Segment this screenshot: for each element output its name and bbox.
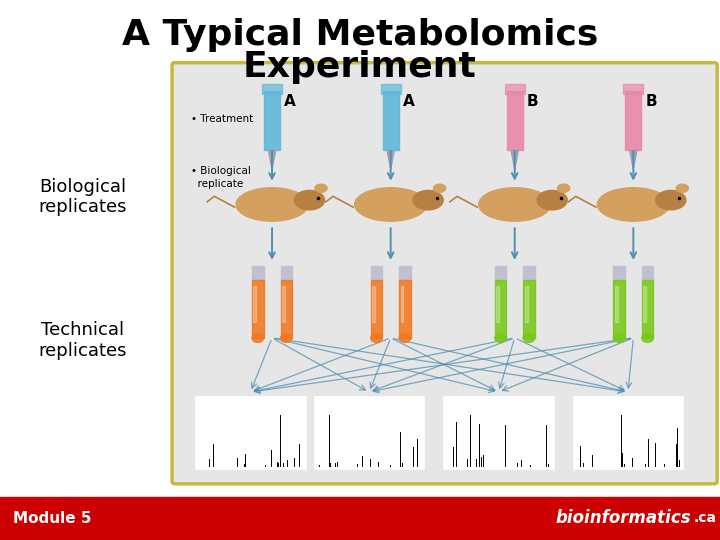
Bar [642,266,653,280]
Bar [399,280,410,338]
Bar [523,266,535,280]
Ellipse shape [557,184,570,192]
Text: A: A [284,94,296,109]
Text: Experiment: Experiment [243,51,477,84]
Bar [496,286,499,322]
Bar [642,280,653,338]
Bar [264,91,280,151]
Polygon shape [387,151,395,170]
Ellipse shape [642,334,653,342]
Ellipse shape [598,188,670,221]
Text: • Treatment: • Treatment [191,114,253,124]
Polygon shape [511,151,518,170]
Bar [400,286,403,322]
Ellipse shape [413,191,444,210]
Bar [252,280,264,338]
Text: bioinformatics: bioinformatics [556,509,691,528]
Bar [495,280,506,338]
Bar [282,286,285,322]
Ellipse shape [294,191,325,210]
Bar [507,91,523,151]
Ellipse shape [252,334,264,342]
Bar [624,84,644,94]
Ellipse shape [495,334,506,342]
Bar [281,280,292,338]
Ellipse shape [281,334,292,342]
Bar [643,286,646,322]
FancyBboxPatch shape [172,63,717,484]
Bar [444,396,554,469]
Bar [262,84,282,94]
Bar [281,266,292,280]
Bar [314,396,424,469]
Ellipse shape [676,184,688,192]
Bar [505,84,525,94]
Bar [371,280,382,338]
Polygon shape [269,151,276,170]
Ellipse shape [479,188,551,221]
Ellipse shape [236,188,308,221]
Text: .ca: .ca [693,511,716,525]
Text: Biological
replicates: Biological replicates [39,178,127,217]
Ellipse shape [355,188,427,221]
Bar [383,91,399,151]
Bar [495,266,506,280]
Ellipse shape [371,334,382,342]
Bar [613,280,625,338]
Bar [572,396,683,469]
Ellipse shape [613,334,625,342]
Bar [613,266,625,280]
Bar [371,266,382,280]
Ellipse shape [656,191,686,210]
Bar [525,286,528,322]
Bar [0,497,720,540]
Bar [252,266,264,280]
Bar [195,396,306,469]
Text: A: A [402,94,415,109]
Ellipse shape [523,334,535,342]
Text: A Typical Metabolomics: A Typical Metabolomics [122,18,598,52]
Polygon shape [630,151,637,170]
Bar [399,266,410,280]
Ellipse shape [399,334,410,342]
Bar [381,84,401,94]
Text: B: B [646,94,657,109]
Bar [372,286,375,322]
Bar [626,91,642,151]
Bar [253,286,256,322]
Text: Technical
replicates: Technical replicates [39,321,127,360]
Ellipse shape [537,191,567,210]
Text: • Biological
  replicate: • Biological replicate [191,166,251,189]
Ellipse shape [315,184,327,192]
Text: Module 5: Module 5 [13,511,91,526]
Text: B: B [527,94,539,109]
Ellipse shape [433,184,446,192]
Bar [523,280,535,338]
Bar [615,286,618,322]
